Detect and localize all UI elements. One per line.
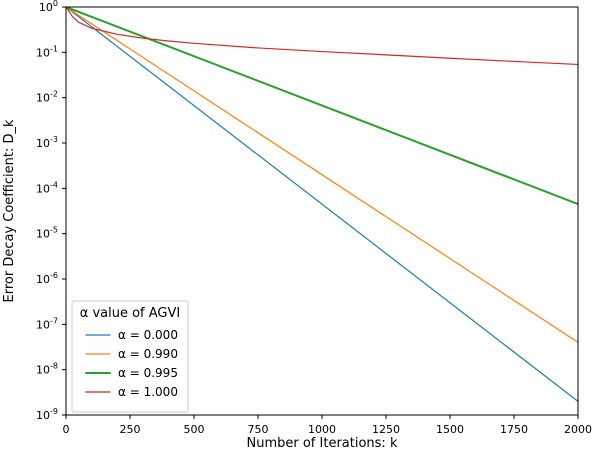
legend-label: α = 1.000 bbox=[118, 385, 178, 399]
legend-box bbox=[71, 300, 189, 413]
x-axis-title: Number of Iterations: k bbox=[247, 436, 398, 451]
legend-label: α = 0.995 bbox=[118, 366, 178, 380]
series-line bbox=[66, 7, 578, 343]
x-tick-label: 1500 bbox=[436, 423, 464, 436]
series-line bbox=[66, 7, 578, 206]
x-tick-label: 500 bbox=[184, 423, 205, 436]
y-tick-label: 10-6 bbox=[36, 271, 58, 286]
series-lines bbox=[66, 7, 578, 402]
x-tick-label: 750 bbox=[248, 423, 269, 436]
y-tick-label: 10-3 bbox=[36, 135, 58, 150]
axis-ticks: 0 250 500 750 1000 1250 1500 1750 2000 10-9 10-8 10… bbox=[36, 0, 592, 436]
x-tick-label: 1750 bbox=[500, 423, 528, 436]
x-tick-label: 250 bbox=[120, 423, 141, 436]
y-tick-label: 10-9 bbox=[36, 407, 58, 422]
x-tick-label: 2000 bbox=[564, 423, 592, 436]
legend-label: α = 0.000 bbox=[118, 328, 178, 342]
y-tick-label: 10-1 bbox=[36, 44, 58, 59]
legend-items: α = 0.000 α = 0.990 α = 0.995 α = 1.000 bbox=[85, 328, 178, 399]
series-line bbox=[66, 7, 578, 402]
y-tick-label: 10-5 bbox=[36, 226, 58, 241]
plot-frame bbox=[65, 6, 579, 416]
legend-label: α = 0.990 bbox=[118, 347, 178, 361]
y-tick-label: 10-2 bbox=[36, 90, 58, 105]
y-tick-label: 10-7 bbox=[36, 316, 58, 331]
y-axis-title: Error Decay Coefficient: D_k bbox=[2, 119, 17, 302]
x-tick-label: 1000 bbox=[308, 423, 336, 436]
x-tick-label: 1250 bbox=[372, 423, 400, 436]
y-tick-label: 10-8 bbox=[36, 362, 58, 377]
legend-title: α value of AGVI bbox=[80, 306, 180, 321]
series-line bbox=[66, 7, 578, 66]
y-tick-label: 100 bbox=[39, 0, 58, 14]
x-tick-label: 0 bbox=[63, 423, 70, 436]
y-tick-label: 10-4 bbox=[36, 180, 58, 195]
